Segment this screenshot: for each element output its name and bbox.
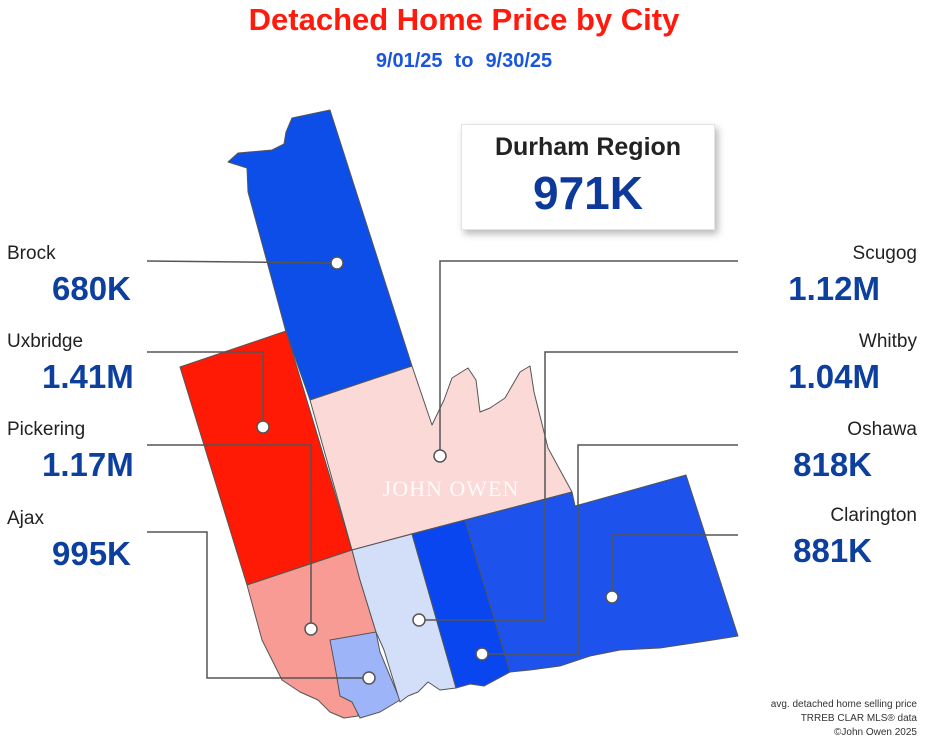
leader-line-whitby (419, 351, 738, 621)
marker-oshawa[interactable] (475, 647, 489, 661)
city-value-brock: 680K (52, 270, 131, 307)
marker-scugog[interactable] (433, 449, 447, 463)
end-date: 9/30/25 (485, 50, 553, 72)
marker-clarington[interactable] (605, 590, 619, 604)
region-name: Durham Region (494, 133, 682, 161)
city-name-pickering: Pickering (7, 419, 86, 440)
marker-ajax[interactable] (362, 671, 376, 685)
date-range: 9/01/25 to 9/30/25 (0, 50, 928, 73)
watermark: JOHN OWEN (382, 476, 520, 502)
city-value-uxbridge: 1.41M (42, 358, 134, 395)
marker-whitby[interactable] (412, 613, 426, 627)
footnote-line-3: ©John Owen 2025 (834, 727, 917, 738)
leader-line-uxbridge (147, 351, 264, 427)
city-name-whitby: Whitby (858, 331, 917, 352)
page-title: Detached Home Price by City (248, 2, 680, 37)
region-summary-box: Durham Region 971K (461, 124, 715, 230)
leader-line-scugog (439, 260, 738, 456)
city-value-oshawa: 818K (793, 446, 872, 483)
city-name-oshawa: Oshawa (847, 419, 917, 440)
footnote: avg. detached home selling price TRREB C… (771, 698, 917, 740)
city-name-ajax: Ajax (7, 508, 44, 529)
city-value-whitby: 1.04M (788, 358, 880, 395)
leader-line-oshawa (482, 444, 738, 655)
leader-line-ajax (147, 531, 369, 679)
city-name-uxbridge: Uxbridge (7, 331, 84, 352)
footnote-line-2: TRREB CLAR MLS® data (800, 713, 917, 724)
date-separator: to (454, 50, 474, 72)
region-value: 971K (533, 167, 643, 219)
start-date: 9/01/25 (375, 50, 443, 72)
leader-line-brock (146, 260, 338, 264)
city-name-brock: Brock (7, 243, 56, 264)
marker-brock[interactable] (330, 256, 344, 270)
marker-pickering[interactable] (304, 622, 318, 636)
city-value-scugog: 1.12M (788, 270, 880, 307)
city-name-clarington: Clarington (830, 505, 917, 526)
city-value-ajax: 995K (52, 535, 131, 572)
marker-uxbridge[interactable] (256, 420, 270, 434)
city-value-pickering: 1.17M (42, 446, 134, 483)
city-value-clarington: 881K (793, 532, 872, 569)
leader-line-clarington (611, 534, 738, 597)
city-name-scugog: Scugog (852, 243, 917, 264)
leader-line-pickering (147, 444, 312, 629)
region-clarington[interactable] (464, 474, 739, 673)
footnote-line-1: avg. detached home selling price (770, 699, 917, 710)
watermark-text: JOHN OWEN (382, 476, 520, 501)
